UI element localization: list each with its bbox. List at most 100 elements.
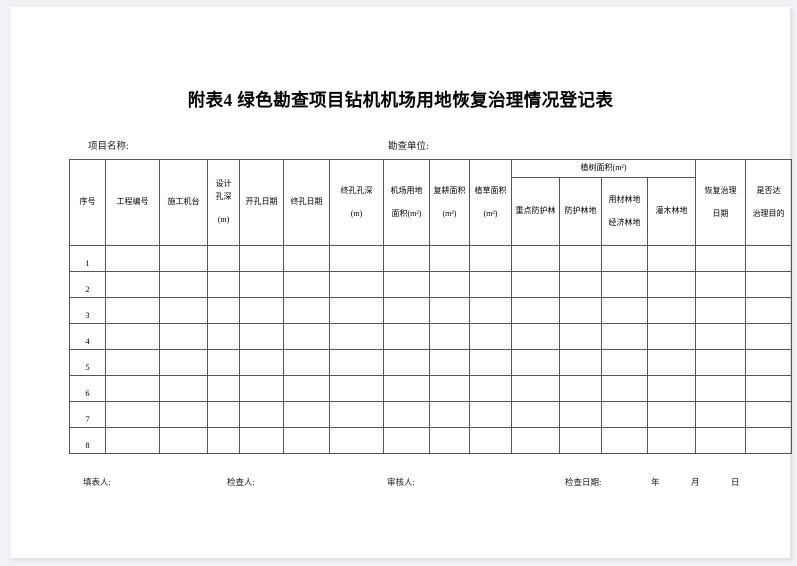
data-cell-key_shelter_forest[interactable] <box>511 401 560 428</box>
row-index-cell[interactable]: 6 <box>69 375 106 402</box>
data-cell-key_shelter_forest[interactable] <box>511 323 560 350</box>
data-cell-end_date[interactable] <box>283 245 330 272</box>
data-cell-design_depth[interactable] <box>207 323 240 350</box>
data-cell-shrub_forest_land[interactable] <box>646 375 697 402</box>
data-cell-site_area[interactable] <box>383 271 430 298</box>
data-cell-start_date[interactable] <box>239 401 284 428</box>
data-cell-key_shelter_forest[interactable] <box>511 297 560 324</box>
data-cell-recultivation_area[interactable] <box>429 427 470 454</box>
data-cell-shelter_forest_land[interactable] <box>559 271 602 298</box>
data-cell-restoration_date[interactable] <box>695 323 747 350</box>
data-cell-shrub_forest_land[interactable] <box>646 271 697 298</box>
data-cell-project_no[interactable] <box>105 245 160 272</box>
data-cell-shelter_forest_land[interactable] <box>559 297 602 324</box>
data-cell-design_depth[interactable] <box>207 375 240 402</box>
row-index-cell[interactable]: 4 <box>69 323 106 350</box>
row-index-cell[interactable]: 2 <box>69 271 106 298</box>
data-cell-start_date[interactable] <box>239 427 284 454</box>
data-cell-project_no[interactable] <box>105 427 160 454</box>
data-cell-rig_station[interactable] <box>159 297 208 324</box>
data-cell-key_shelter_forest[interactable] <box>511 427 560 454</box>
data-cell-start_date[interactable] <box>239 375 284 402</box>
data-cell-rig_station[interactable] <box>159 245 208 272</box>
data-cell-shelter_forest_land[interactable] <box>559 349 602 376</box>
data-cell-start_date[interactable] <box>239 349 284 376</box>
row-index-cell[interactable]: 8 <box>69 427 106 454</box>
data-cell-project_no[interactable] <box>105 375 160 402</box>
data-cell-end_date[interactable] <box>283 297 330 324</box>
data-cell-grass_area[interactable] <box>469 349 512 376</box>
data-cell-start_date[interactable] <box>239 297 284 324</box>
data-cell-shelter_forest_land[interactable] <box>559 375 602 402</box>
data-cell-goal_reached[interactable] <box>745 401 793 428</box>
data-cell-final_depth[interactable] <box>329 323 384 350</box>
data-cell-shrub_forest_land[interactable] <box>646 349 697 376</box>
data-cell-design_depth[interactable] <box>207 271 240 298</box>
data-cell-shrub_forest_land[interactable] <box>646 401 697 428</box>
data-cell-site_area[interactable] <box>383 323 430 350</box>
data-cell-final_depth[interactable] <box>329 375 384 402</box>
data-cell-goal_reached[interactable] <box>745 245 793 272</box>
data-cell-recultivation_area[interactable] <box>429 349 470 376</box>
data-cell-end_date[interactable] <box>283 271 330 298</box>
data-cell-project_no[interactable] <box>105 271 160 298</box>
data-cell-start_date[interactable] <box>239 323 284 350</box>
data-cell-shelter_forest_land[interactable] <box>559 323 602 350</box>
data-cell-timber_economic_forest[interactable] <box>601 297 648 324</box>
data-cell-rig_station[interactable] <box>159 375 208 402</box>
data-cell-design_depth[interactable] <box>207 401 240 428</box>
data-cell-final_depth[interactable] <box>329 297 384 324</box>
data-cell-final_depth[interactable] <box>329 401 384 428</box>
data-cell-rig_station[interactable] <box>159 271 208 298</box>
data-cell-rig_station[interactable] <box>159 401 208 428</box>
data-cell-timber_economic_forest[interactable] <box>601 271 648 298</box>
data-cell-timber_economic_forest[interactable] <box>601 245 648 272</box>
data-cell-key_shelter_forest[interactable] <box>511 349 560 376</box>
data-cell-grass_area[interactable] <box>469 375 512 402</box>
data-cell-recultivation_area[interactable] <box>429 245 470 272</box>
row-index-cell[interactable]: 5 <box>69 349 106 376</box>
data-cell-site_area[interactable] <box>383 401 430 428</box>
data-cell-goal_reached[interactable] <box>745 349 793 376</box>
data-cell-shelter_forest_land[interactable] <box>559 401 602 428</box>
data-cell-design_depth[interactable] <box>207 297 240 324</box>
data-cell-grass_area[interactable] <box>469 427 512 454</box>
data-cell-design_depth[interactable] <box>207 245 240 272</box>
data-cell-shrub_forest_land[interactable] <box>646 297 697 324</box>
data-cell-grass_area[interactable] <box>469 271 512 298</box>
data-cell-design_depth[interactable] <box>207 427 240 454</box>
data-cell-grass_area[interactable] <box>469 323 512 350</box>
data-cell-design_depth[interactable] <box>207 349 240 376</box>
data-cell-restoration_date[interactable] <box>695 245 747 272</box>
data-cell-site_area[interactable] <box>383 349 430 376</box>
data-cell-grass_area[interactable] <box>469 245 512 272</box>
data-cell-rig_station[interactable] <box>159 349 208 376</box>
data-cell-end_date[interactable] <box>283 401 330 428</box>
data-cell-goal_reached[interactable] <box>745 427 793 454</box>
data-cell-key_shelter_forest[interactable] <box>511 375 560 402</box>
data-cell-timber_economic_forest[interactable] <box>601 427 648 454</box>
data-cell-timber_economic_forest[interactable] <box>601 401 648 428</box>
data-cell-goal_reached[interactable] <box>745 297 793 324</box>
data-cell-shrub_forest_land[interactable] <box>646 323 697 350</box>
row-index-cell[interactable]: 3 <box>69 297 106 324</box>
data-cell-final_depth[interactable] <box>329 427 384 454</box>
data-cell-end_date[interactable] <box>283 349 330 376</box>
data-cell-shrub_forest_land[interactable] <box>646 427 697 454</box>
data-cell-restoration_date[interactable] <box>695 271 747 298</box>
data-cell-goal_reached[interactable] <box>745 271 793 298</box>
data-cell-grass_area[interactable] <box>469 297 512 324</box>
data-cell-timber_economic_forest[interactable] <box>601 323 648 350</box>
data-cell-final_depth[interactable] <box>329 271 384 298</box>
data-cell-final_depth[interactable] <box>329 245 384 272</box>
data-cell-end_date[interactable] <box>283 375 330 402</box>
data-cell-timber_economic_forest[interactable] <box>601 349 648 376</box>
data-cell-project_no[interactable] <box>105 297 160 324</box>
data-cell-restoration_date[interactable] <box>695 297 747 324</box>
data-cell-recultivation_area[interactable] <box>429 323 470 350</box>
data-cell-start_date[interactable] <box>239 245 284 272</box>
data-cell-key_shelter_forest[interactable] <box>511 245 560 272</box>
data-cell-project_no[interactable] <box>105 323 160 350</box>
data-cell-timber_economic_forest[interactable] <box>601 375 648 402</box>
data-cell-restoration_date[interactable] <box>695 349 747 376</box>
